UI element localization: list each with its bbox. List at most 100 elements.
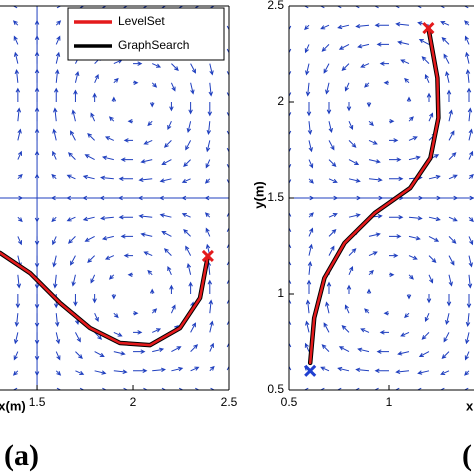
y-tick-label: 2	[277, 94, 284, 108]
legend-label: LevelSet	[118, 14, 165, 28]
quiver-arrow	[394, 387, 409, 390]
quiver-arrow	[448, 216, 458, 222]
quiver-arrow	[87, 132, 95, 141]
quiver-arrow	[209, 342, 214, 352]
quiver-arrow	[208, 299, 214, 314]
quiver-arrow	[75, 387, 85, 390]
quiver-arrow	[445, 70, 450, 83]
quiver-arrow	[348, 140, 357, 148]
quiver-arrow	[354, 387, 369, 390]
quiver-arrow	[465, 51, 470, 64]
quiver-arrow	[416, 387, 429, 390]
y-tick-label: 2.5	[267, 0, 284, 12]
quiver-arrow	[379, 330, 389, 335]
quiver-arrow	[13, 332, 19, 345]
quiver-arrow	[152, 347, 165, 353]
trajectory	[308, 26, 440, 365]
quiver-arrow	[94, 351, 105, 357]
quiver-arrow	[207, 102, 213, 117]
x-tick-label: 2.5	[221, 395, 238, 409]
quiver-arrow	[389, 272, 395, 278]
quiver-arrow	[92, 294, 97, 304]
quiver-arrow	[226, 243, 229, 256]
quiver-arrow	[416, 6, 429, 9]
quiver-arrow	[16, 274, 22, 289]
quiver-arrow	[389, 214, 404, 220]
plot-area	[289, 6, 474, 390]
quiver-arrow	[307, 261, 313, 275]
quiver-arrow	[289, 298, 292, 314]
y-tick-label: 0.5	[267, 382, 284, 396]
quiver-arrow	[439, 6, 449, 9]
quiver-arrow	[383, 80, 389, 86]
quiver-arrow	[181, 213, 191, 218]
quiver-arrow	[468, 236, 474, 246]
quiver-arrow	[127, 272, 134, 278]
quiver-arrow	[190, 82, 195, 95]
quiver-arrow	[204, 178, 211, 184]
quiver-arrow	[163, 140, 172, 148]
quiver-arrow	[421, 332, 430, 340]
quiver-arrow	[289, 227, 292, 237]
quiver-arrow	[308, 140, 313, 153]
quiver-arrow	[328, 245, 335, 256]
quiver-arrow	[360, 63, 370, 68]
quiver-arrow	[374, 22, 389, 28]
quiver-arrow	[183, 159, 191, 168]
y-tick-label: 1	[277, 286, 284, 300]
quiver-arrow	[289, 260, 292, 275]
quiver-arrow	[167, 120, 172, 131]
quiver-arrow	[226, 44, 229, 54]
quiver-arrow	[400, 59, 410, 65]
quiver-arrow	[94, 312, 99, 323]
quiver-arrow	[441, 351, 450, 360]
quiver-arrow	[307, 121, 313, 135]
quiver-arrow	[344, 304, 350, 314]
quiver-arrow	[226, 159, 229, 169]
quiver-arrow	[379, 61, 389, 66]
quiver-arrow	[448, 130, 455, 141]
quiver-arrow	[84, 235, 95, 242]
quiver-arrow	[305, 299, 311, 314]
quiver-arrow	[143, 251, 153, 257]
quiver-arrow	[55, 351, 61, 361]
trajectory	[0, 251, 210, 347]
y-tick-label: 1.5	[267, 190, 284, 204]
quiver-arrow	[138, 213, 153, 219]
quiver-arrow	[113, 77, 119, 84]
quiver-arrow	[467, 107, 473, 122]
endpoint-marker	[201, 249, 214, 263]
quiver-arrow	[53, 107, 58, 122]
quiver-arrow	[305, 320, 310, 333]
quiver-arrow	[133, 349, 146, 354]
quiver-arrow	[55, 332, 61, 345]
quiver-arrow	[465, 313, 471, 327]
quiver-arrow	[70, 255, 76, 266]
quiver-arrow	[404, 77, 410, 84]
quiver-arrow	[111, 294, 117, 300]
quiver-arrow	[337, 24, 350, 30]
quiver-arrow	[183, 228, 191, 237]
quiver-arrow	[94, 6, 108, 9]
legend-label: GraphSearch	[118, 38, 189, 52]
quiver-arrow	[426, 92, 432, 102]
quiver-arrow	[364, 308, 370, 314]
quiver-arrow	[133, 6, 149, 9]
quiver-arrow	[55, 51, 61, 64]
quiver-arrow	[467, 274, 473, 289]
quiver-arrow	[73, 89, 78, 102]
quiver-arrow	[441, 36, 450, 45]
quiver-arrow	[75, 370, 85, 375]
quiver-arrow	[190, 63, 196, 74]
quiver-arrow	[152, 63, 162, 68]
quiver-arrow	[152, 367, 166, 373]
quiver-arrow	[448, 236, 457, 244]
quiver-arrow	[355, 23, 370, 29]
quiver-arrow	[319, 387, 329, 390]
quiver-arrow	[94, 73, 99, 84]
quiver-arrow	[159, 178, 172, 183]
quiver-arrow	[338, 43, 350, 50]
quiver-arrow	[373, 6, 389, 9]
